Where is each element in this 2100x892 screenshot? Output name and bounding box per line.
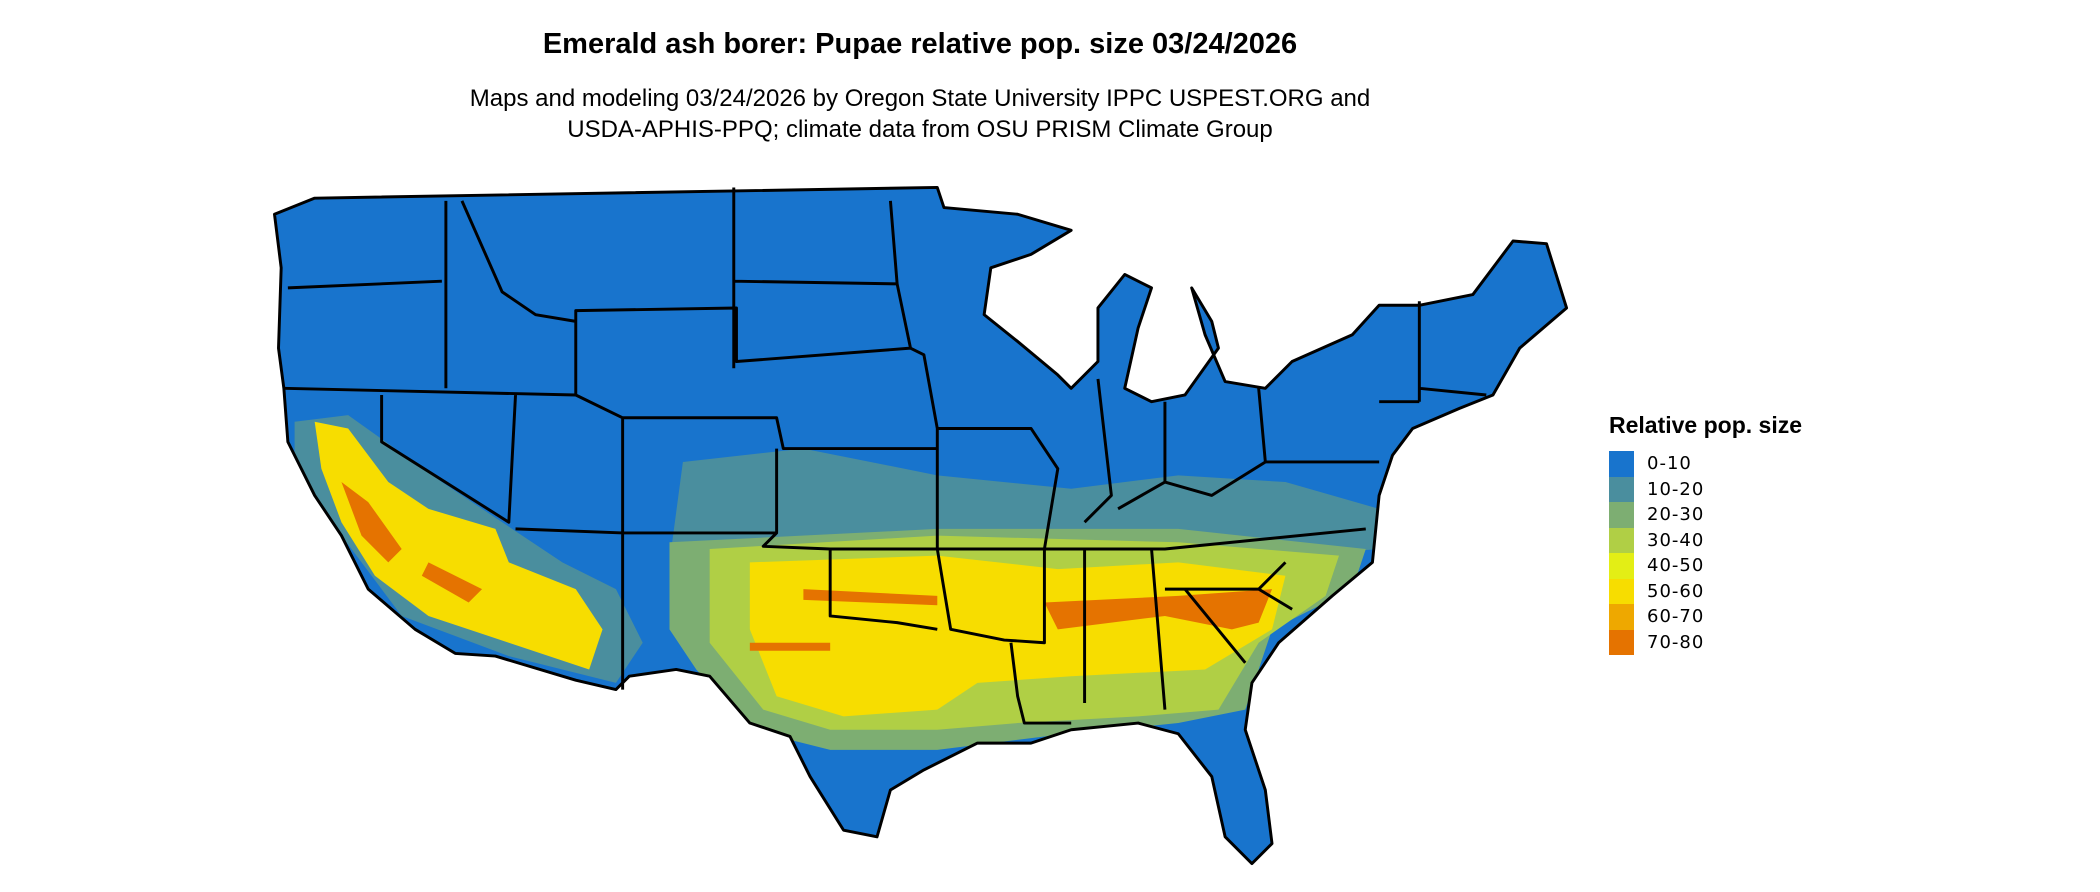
legend-label: 40-50: [1647, 555, 1705, 577]
legend-label: 70-80: [1647, 631, 1705, 653]
legend-label: 0-10: [1647, 453, 1692, 475]
legend-item: 0-10: [1609, 451, 1802, 477]
legend-swatch: [1609, 629, 1634, 655]
legend-label: 50-60: [1647, 580, 1705, 602]
legend-swatch: [1609, 502, 1634, 528]
map-subtitle-line-2: USDA-APHIS-PPQ; climate data from OSU PR…: [567, 116, 1273, 143]
legend-item: 30-40: [1609, 527, 1802, 553]
state-borders: [273, 186, 1568, 865]
band-california-hot: [341, 482, 483, 603]
legend-swatch: [1609, 604, 1634, 630]
legend-title: Relative pop. size: [1609, 412, 1803, 438]
legend-item: 50-60: [1609, 578, 1802, 604]
legend-item: 70-80: [1609, 629, 1802, 655]
legend-swatch: [1609, 527, 1634, 553]
us-map-fill: [273, 186, 1568, 865]
legend-item: 60-70: [1609, 604, 1802, 630]
legend-swatch: [1609, 476, 1634, 502]
legend-item: 10-20: [1609, 476, 1802, 502]
legend-swatch: [1609, 578, 1634, 604]
band-california: [314, 421, 603, 670]
legend-item: 20-30: [1609, 502, 1802, 528]
legend-label: 60-70: [1647, 606, 1705, 628]
legend-item: 40-50: [1609, 553, 1802, 579]
legend: Relative pop. size 0-10 10-20 20-30 30-40 40…: [1609, 412, 1802, 655]
legend-label: 30-40: [1647, 529, 1705, 551]
legend-swatch: [1609, 451, 1634, 477]
legend-swatch: [1609, 553, 1634, 579]
band-70-80: [749, 589, 1273, 651]
legend-label: 20-30: [1647, 504, 1705, 526]
map-title: Emerald ash borer: Pupae relative pop. s…: [542, 28, 1298, 60]
legend-label: 10-20: [1647, 478, 1705, 500]
map-subtitle-line-1: Maps and modeling 03/24/2026 by Oregon S…: [469, 85, 1371, 112]
